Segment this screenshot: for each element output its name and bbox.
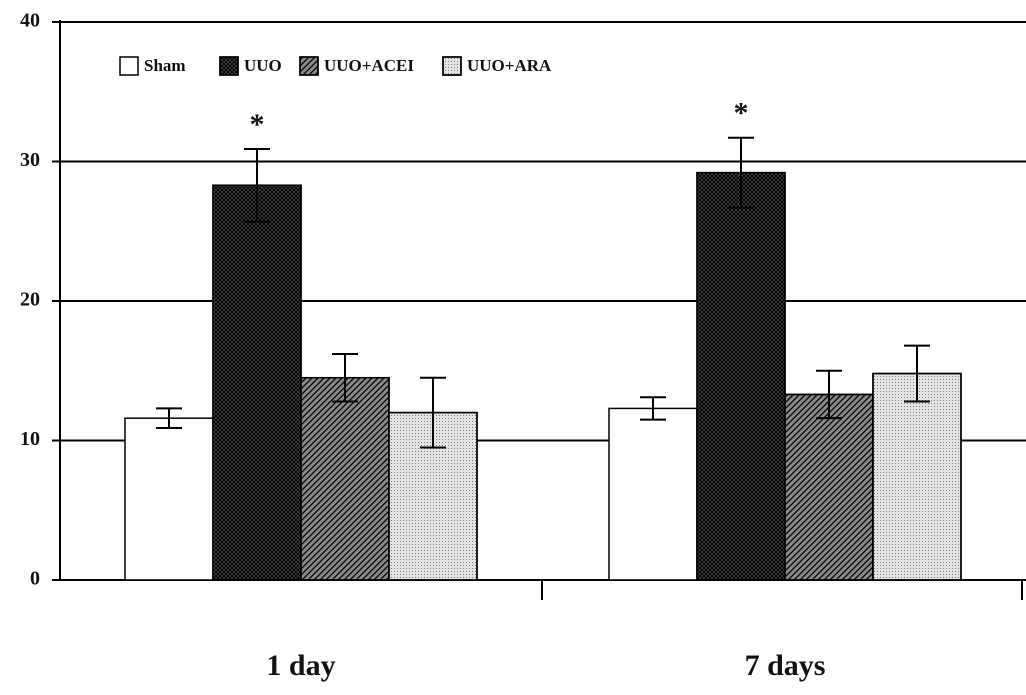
y-tick-label: 10	[20, 428, 40, 450]
legend-label: UUO+ARA	[467, 56, 552, 75]
bar	[125, 418, 213, 580]
chart: 0 10 20 30 40 1 day * 7 days * Sham UUO UUO+ACEI UUO…	[0, 0, 1026, 695]
bar-texture	[213, 185, 301, 580]
annotation: *	[734, 97, 749, 130]
legend-swatch-texture	[300, 57, 318, 75]
y-tick-label: 40	[20, 10, 40, 32]
annotation: *	[250, 108, 265, 141]
legend-swatch	[120, 57, 138, 75]
x-tick-label: 7 days	[745, 649, 826, 682]
y-tick-label: 20	[20, 289, 40, 311]
bar	[609, 408, 697, 580]
bar-texture	[785, 394, 873, 580]
bar-texture	[697, 173, 785, 580]
legend-label: UUO+ACEI	[324, 56, 414, 75]
legend-label: Sham	[144, 56, 186, 75]
y-tick-label: 30	[20, 149, 40, 171]
legend-swatch-texture	[220, 57, 238, 75]
bar-texture	[301, 378, 389, 580]
y-tick-label: 0	[30, 568, 40, 590]
x-tick-label: 1 day	[266, 649, 335, 682]
legend-swatch-texture	[443, 57, 461, 75]
bar-texture	[873, 374, 961, 580]
legend-label: UUO	[244, 56, 282, 75]
